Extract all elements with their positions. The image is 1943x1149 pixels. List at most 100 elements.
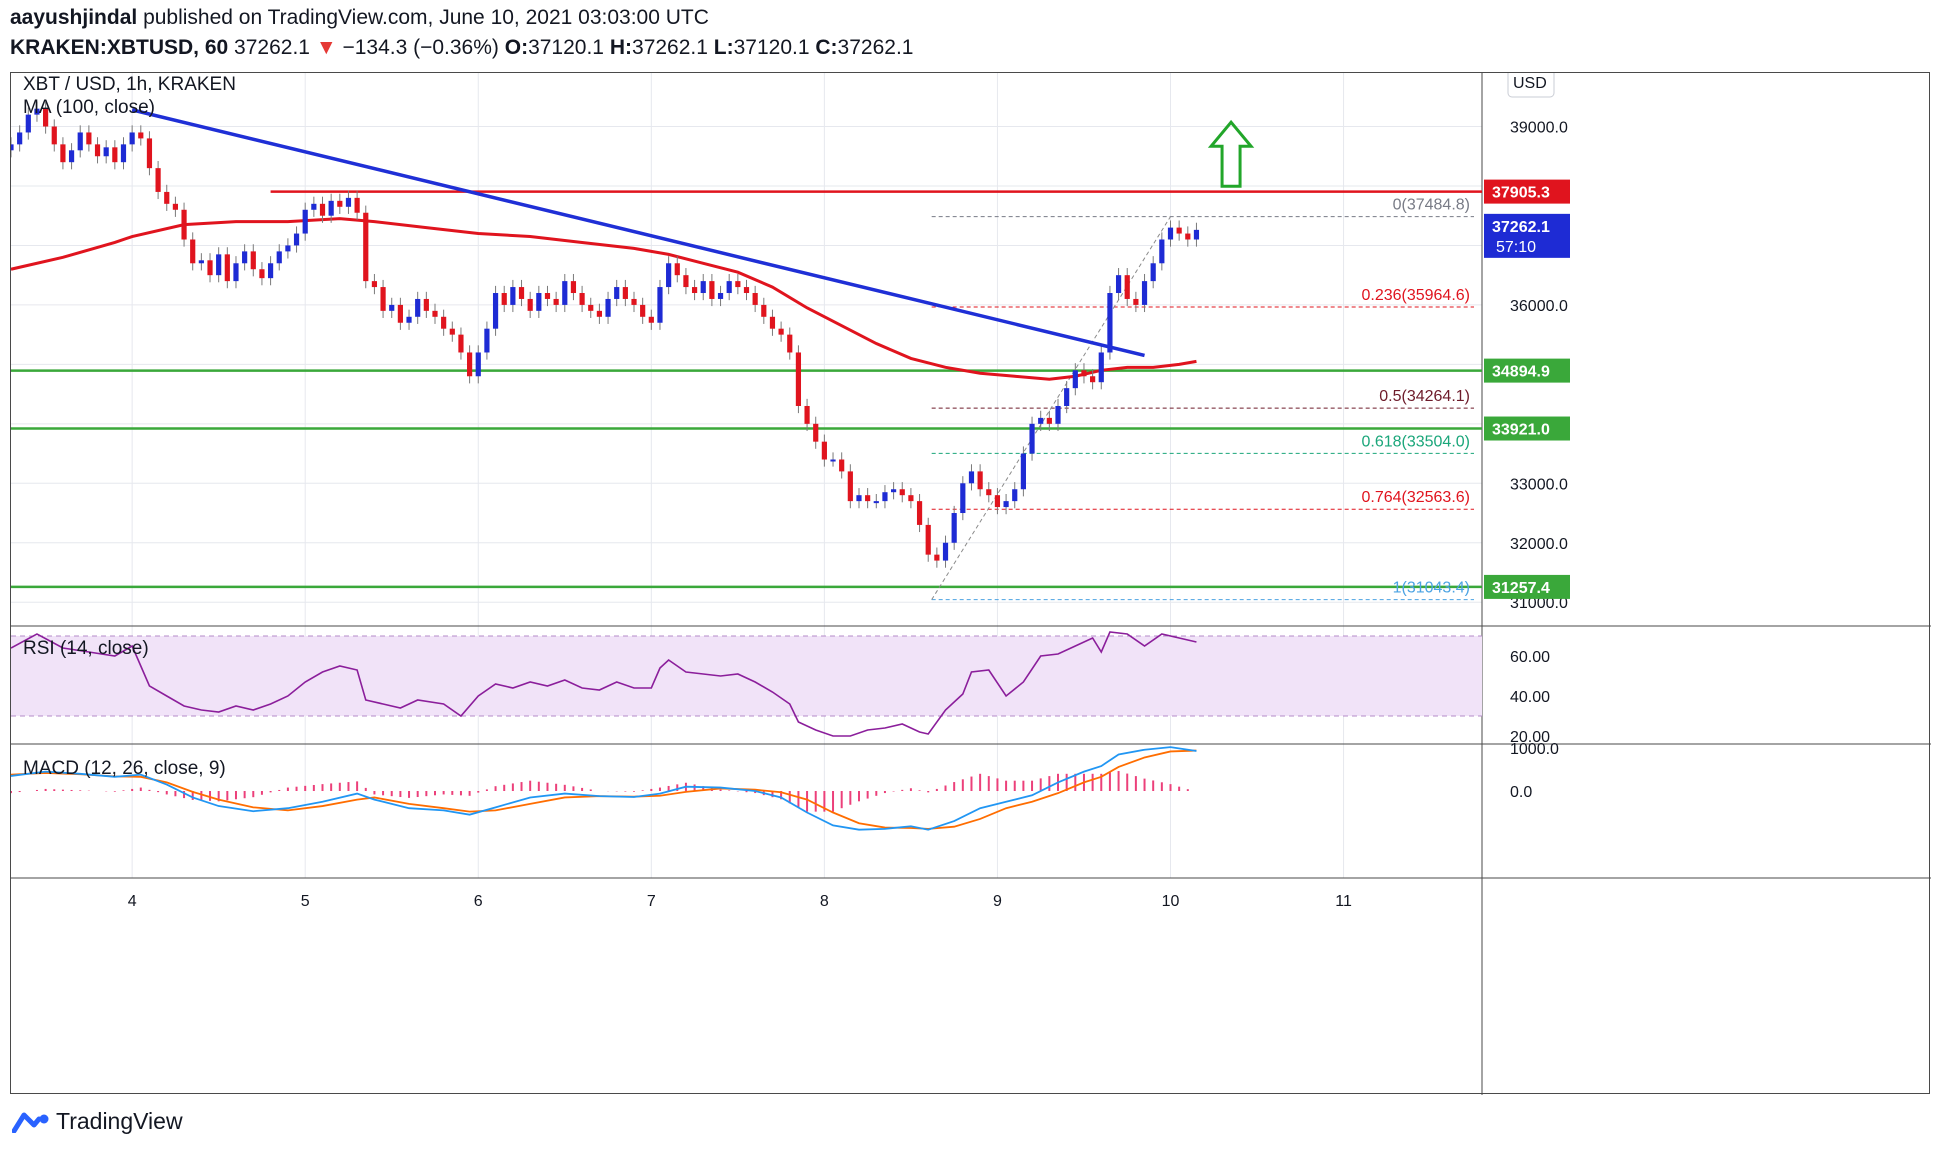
price-tick-label: 39000.0 xyxy=(1510,120,1568,137)
fib-diagonal xyxy=(931,216,1171,600)
candle-up xyxy=(830,459,836,462)
candle-down xyxy=(319,203,326,216)
candle-down xyxy=(250,251,256,270)
candle-up xyxy=(1020,453,1026,490)
candle-down xyxy=(354,197,360,213)
candle-down xyxy=(371,281,378,288)
rsi-line xyxy=(11,631,1197,737)
level-price-label: 37905.3 xyxy=(1492,185,1550,202)
tradingview-brand[interactable]: TradingView xyxy=(12,1108,183,1135)
candle-down xyxy=(553,298,559,305)
candle-down xyxy=(648,316,654,323)
candle-down xyxy=(986,489,992,496)
candle-down xyxy=(683,275,689,288)
candle-down xyxy=(458,334,464,353)
candle-up xyxy=(415,298,421,317)
candle-down xyxy=(908,495,914,502)
candle-down xyxy=(518,287,525,299)
candle-down xyxy=(207,260,213,276)
candle-down xyxy=(916,501,923,525)
time-tick-label: 6 xyxy=(474,893,483,910)
up-arrow-icon xyxy=(1207,119,1255,188)
ma-100-line xyxy=(11,217,1197,381)
candle-up xyxy=(942,542,949,561)
candle-up xyxy=(25,114,31,133)
candle-up xyxy=(68,150,75,163)
rsi-label: RSI (14, close) xyxy=(23,638,149,659)
candle-down xyxy=(839,459,845,472)
candle-down xyxy=(259,269,265,279)
level-price-label: 34894.9 xyxy=(1492,364,1550,381)
low-value: 37120.1 xyxy=(733,36,810,59)
candle-up xyxy=(717,293,724,299)
price-tick-label: 33000.0 xyxy=(1510,476,1568,493)
candle-up xyxy=(882,492,888,502)
candle-down xyxy=(224,254,230,282)
chart-title: XBT / USD, 1h, KRAKEN xyxy=(23,74,236,95)
candle-up xyxy=(960,483,966,514)
level-price-tag xyxy=(1484,416,1570,441)
publish-info: aayushjindal published on TradingView.co… xyxy=(10,6,709,30)
candle-down xyxy=(674,263,680,276)
price-tick-label: 31000.0 xyxy=(1510,595,1568,612)
candle-down xyxy=(155,168,161,192)
candle-down xyxy=(449,328,455,335)
candle-up xyxy=(536,293,542,311)
candle-down xyxy=(1090,376,1096,383)
candle-up xyxy=(1038,417,1044,424)
candle-down xyxy=(787,334,793,353)
candle-down xyxy=(441,316,447,329)
fib-label: 1(31043.4) xyxy=(1393,580,1470,597)
candle-up xyxy=(856,495,862,502)
candle-down xyxy=(778,328,784,335)
time-tick-label: 10 xyxy=(1162,893,1180,910)
candle-up xyxy=(1064,388,1070,406)
chart-canvas[interactable]: 0(37484.8) 0.236(35964.6) 0.5(34264.1) 0.61… xyxy=(11,73,1931,1095)
price-tick-label: 36000.0 xyxy=(1510,298,1568,315)
fib-label: 0.5(34264.1) xyxy=(1379,388,1470,405)
fib-label: 0.618(33504.0) xyxy=(1361,433,1470,450)
candle-down xyxy=(146,138,153,169)
candle-down xyxy=(588,304,594,311)
candle-up xyxy=(562,281,568,305)
candle-down xyxy=(709,281,715,299)
macd-label: MACD (12, 26, close, 9) xyxy=(23,758,226,779)
level-price-label: 31257.4 xyxy=(1492,580,1550,597)
level-price-label: 33921.0 xyxy=(1492,422,1550,439)
candle-up xyxy=(267,263,274,279)
candle-down xyxy=(1185,233,1191,240)
macd-tick-label: 1000.0 xyxy=(1510,741,1559,758)
candle-down xyxy=(795,352,802,406)
candle-up xyxy=(614,287,620,299)
time-tick-label: 9 xyxy=(993,893,1002,910)
candle-down xyxy=(925,524,931,555)
price-tick-label: 32000.0 xyxy=(1510,536,1568,553)
candle-down xyxy=(570,281,577,294)
candle-down xyxy=(622,287,628,299)
candle-down xyxy=(1133,298,1139,305)
candle-up xyxy=(389,304,395,311)
chart-frame[interactable]: 0(37484.8) 0.236(35964.6) 0.5(34264.1) 0.61… xyxy=(10,72,1931,1095)
close-value: 37262.1 xyxy=(837,36,914,59)
candle-up xyxy=(951,513,957,543)
candle-down xyxy=(138,132,144,139)
candle-up xyxy=(1115,275,1122,294)
candle-up xyxy=(311,203,317,210)
candle-up xyxy=(1029,423,1035,454)
candle-down xyxy=(86,132,92,145)
author-name[interactable]: aayushjindal xyxy=(10,6,138,29)
candle-down xyxy=(994,495,1001,508)
currency-button xyxy=(1507,73,1555,98)
candle-up xyxy=(293,233,300,246)
candle-down xyxy=(363,212,369,282)
candle-down xyxy=(899,489,905,496)
candle-down xyxy=(94,144,101,157)
candle-down xyxy=(761,304,767,317)
candle-up xyxy=(120,144,127,163)
candle-up xyxy=(666,263,672,288)
candle-down xyxy=(847,471,853,502)
candle-down xyxy=(977,471,983,490)
candle-up xyxy=(233,263,239,282)
candle-down xyxy=(51,126,57,145)
candle-up xyxy=(726,281,732,294)
